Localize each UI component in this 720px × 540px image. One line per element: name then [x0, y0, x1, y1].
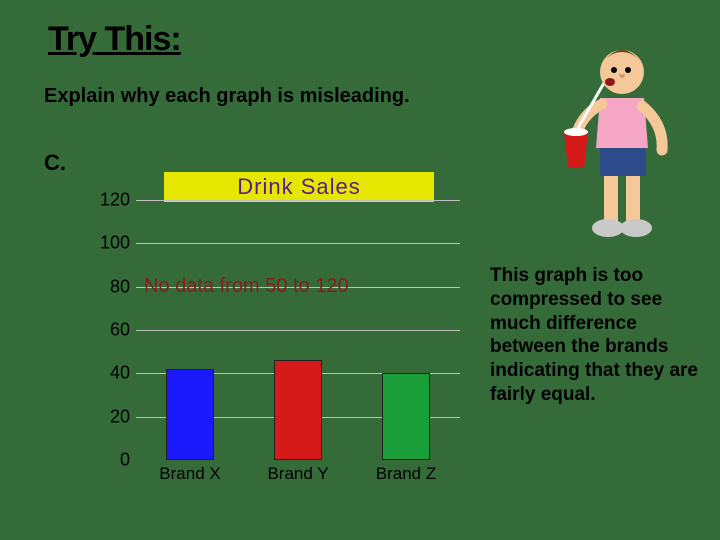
- explanation-text: This graph is too compressed to see much…: [490, 264, 710, 407]
- x-tick-label: Brand Y: [244, 464, 352, 484]
- gridline: [136, 243, 460, 244]
- heading-try-this: Try This:: [48, 20, 181, 59]
- y-tick-label: 20: [80, 406, 130, 427]
- drink-sales-chart: Drink Sales 020406080100120Brand XBrand …: [70, 160, 460, 490]
- y-tick-label: 120: [80, 190, 130, 211]
- bar: [166, 369, 214, 460]
- y-tick-label: 60: [80, 320, 130, 341]
- prompt-text: Explain why each graph is misleading.: [44, 84, 424, 108]
- gridline: [136, 200, 460, 201]
- x-tick-label: Brand Z: [352, 464, 460, 484]
- chart-plot-area: 020406080100120Brand XBrand YBrand ZNo d…: [136, 200, 460, 460]
- bar: [274, 360, 322, 460]
- chart-title: Drink Sales: [164, 172, 434, 202]
- y-tick-label: 80: [80, 276, 130, 297]
- gridline: [136, 330, 460, 331]
- y-tick-label: 0: [80, 450, 130, 471]
- subpart-letter: C.: [44, 150, 66, 176]
- y-tick-label: 40: [80, 363, 130, 384]
- person-drinking-icon: [542, 28, 692, 248]
- bar: [382, 373, 430, 460]
- chart-annotation: No data from 50 to 120: [144, 275, 349, 298]
- x-tick-label: Brand X: [136, 464, 244, 484]
- y-tick-label: 100: [80, 233, 130, 254]
